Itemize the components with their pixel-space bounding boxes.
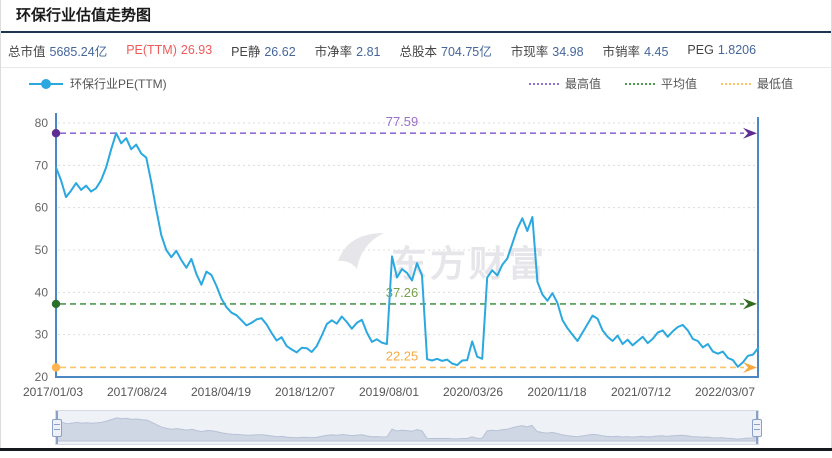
valuation-panel: 环保行业估值走势图 总市值 5685.24亿 PE(TTM) 26.93 PE静 26… bbox=[0, 0, 832, 448]
legend-right: 最高值 平均值 最低值 bbox=[528, 75, 793, 92]
window-bottom-edge bbox=[0, 448, 832, 451]
svg-text:2018/12/07: 2018/12/07 bbox=[275, 385, 335, 399]
slider-left-handle[interactable] bbox=[52, 419, 62, 437]
stat-pcf: 市现率 34.98 bbox=[510, 44, 584, 59]
pe-trend-chart[interactable]: 20 30 40 50 60 70 80 2017/01/03 2017/08/24 2018/0… bbox=[1, 99, 831, 407]
stat-pb: 市净率 2.81 bbox=[314, 44, 381, 59]
stats-bar: 总市值 5685.24亿 PE(TTM) 26.93 PE静 26.62 市净率 2.8… bbox=[1, 33, 831, 68]
svg-text:70: 70 bbox=[35, 158, 49, 172]
stat-peg: PEG 1.8206 bbox=[687, 43, 757, 57]
series-line-icon bbox=[29, 78, 63, 89]
datazoom-slider[interactable] bbox=[52, 410, 762, 445]
max-line-icon bbox=[528, 82, 559, 85]
svg-text:2022/03/07: 2022/03/07 bbox=[695, 385, 755, 399]
page-title: 环保行业估值走势图 bbox=[1, 0, 831, 33]
legend-avg-label: 平均值 bbox=[660, 77, 697, 91]
svg-text:37.26: 37.26 bbox=[386, 285, 419, 300]
legend-avg[interactable]: 平均值 bbox=[624, 75, 697, 92]
avg-line-icon bbox=[624, 82, 655, 85]
eastmoney-logo-mark bbox=[338, 233, 384, 269]
eastmoney-watermark: 东方财富 bbox=[391, 243, 547, 284]
stat-total-shares: 总股本 704.75亿 bbox=[399, 44, 492, 59]
stat-pe-static: PE静 26.62 bbox=[231, 44, 296, 59]
svg-text:2019/08/01: 2019/08/01 bbox=[359, 385, 419, 399]
svg-text:40: 40 bbox=[35, 285, 49, 299]
svg-text:22.25: 22.25 bbox=[386, 348, 419, 363]
legend-series-label: 环保行业PE(TTM) bbox=[70, 77, 167, 91]
svg-text:2020/11/18: 2020/11/18 bbox=[527, 385, 586, 399]
stat-pe-ttm: PE(TTM) 26.93 bbox=[126, 43, 213, 57]
chart-area: 20 30 40 50 60 70 80 2017/01/03 2017/08/24 2018/0… bbox=[1, 99, 831, 407]
svg-text:2018/04/19: 2018/04/19 bbox=[191, 385, 251, 399]
stat-total-market-cap: 总市值 5685.24亿 bbox=[8, 44, 108, 59]
datazoom-minimap bbox=[56, 417, 758, 442]
svg-text:50: 50 bbox=[35, 243, 49, 257]
slider-right-handle[interactable] bbox=[752, 419, 762, 437]
svg-text:2017/08/24: 2017/08/24 bbox=[107, 385, 167, 399]
svg-text:77.59: 77.59 bbox=[386, 114, 419, 129]
svg-text:60: 60 bbox=[35, 201, 49, 215]
legend-series[interactable]: 环保行业PE(TTM) bbox=[29, 75, 167, 92]
svg-text:2020/03/26: 2020/03/26 bbox=[443, 385, 503, 399]
legend-min-label: 最低值 bbox=[756, 77, 793, 91]
svg-text:30: 30 bbox=[35, 328, 49, 342]
legend-max[interactable]: 最高值 bbox=[528, 75, 601, 92]
legend-min[interactable]: 最低值 bbox=[720, 75, 793, 92]
svg-text:2021/07/12: 2021/07/12 bbox=[611, 385, 671, 399]
svg-text:20: 20 bbox=[35, 370, 49, 384]
legend-row: 环保行业PE(TTM) 最高值 平均值 最低值 bbox=[1, 68, 831, 99]
legend-max-label: 最高值 bbox=[564, 77, 601, 91]
svg-text:80: 80 bbox=[35, 116, 49, 130]
bottom-gap bbox=[1, 445, 831, 448]
svg-text:2017/01/03: 2017/01/03 bbox=[23, 385, 83, 399]
min-line-icon bbox=[720, 82, 751, 85]
stat-ps: 市销率 4.45 bbox=[602, 44, 669, 59]
